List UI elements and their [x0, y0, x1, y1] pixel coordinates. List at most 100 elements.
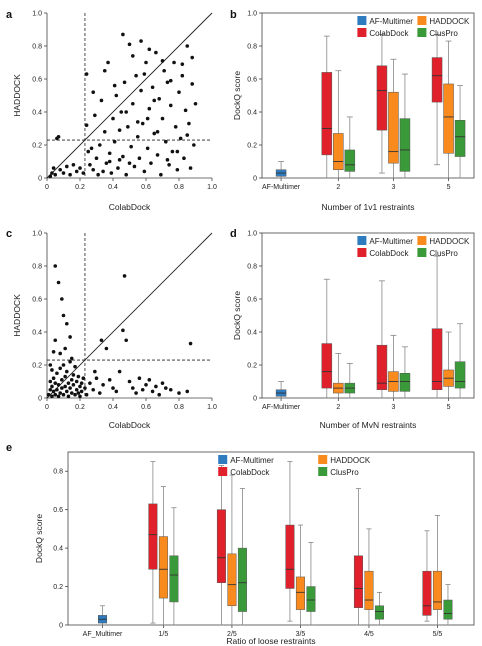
x-tick-label: 5/5 — [433, 631, 443, 638]
y-tick-label: 0.8 — [53, 469, 63, 476]
scatter-point — [84, 392, 89, 397]
scatter-point — [178, 136, 183, 141]
scatter-point — [60, 297, 64, 301]
scatter-point — [61, 171, 66, 175]
scatter-point — [135, 134, 140, 139]
scatter-point — [56, 134, 61, 139]
scatter-point — [124, 172, 128, 177]
panel-label-d: d — [230, 228, 237, 240]
box-cluspro — [454, 361, 466, 389]
scatter-point — [58, 366, 62, 371]
y-tick-label: 1.0 — [247, 11, 257, 18]
y-tick-label: 0.4 — [247, 110, 257, 117]
scatter-point — [48, 387, 53, 392]
scatter-point — [139, 39, 143, 43]
scatter-point — [152, 98, 157, 103]
scatter-point — [50, 384, 54, 389]
scatter-point — [170, 149, 175, 154]
scatter-point — [55, 371, 59, 376]
scatter-point — [91, 167, 95, 172]
scatter-point — [145, 116, 150, 121]
scatter-point — [145, 146, 150, 151]
box-cluspro — [399, 373, 411, 392]
scatter-point — [168, 103, 173, 108]
scatter-point — [58, 391, 62, 395]
x-tick-label: 0.6 — [141, 184, 151, 191]
x-tick-label: 0.4 — [108, 404, 118, 411]
panel-label-a: a — [6, 9, 13, 21]
scatter-point — [134, 391, 138, 395]
scatter-point — [122, 80, 127, 85]
scatter-point — [180, 73, 185, 78]
scatter-point — [69, 356, 74, 361]
y-tick-label: 0 — [38, 396, 42, 403]
scatter-point — [126, 125, 130, 129]
legend-swatch-haddock — [318, 455, 328, 464]
scatter-point — [132, 164, 137, 169]
scatter-point — [102, 68, 107, 73]
scatter-point — [137, 376, 142, 381]
scatter-point — [91, 387, 95, 392]
y-axis-label: DockQ score — [232, 71, 242, 120]
scatter-point — [117, 369, 122, 374]
scatter-point — [131, 101, 135, 106]
scatter-point — [173, 125, 178, 129]
scatter-point — [101, 169, 105, 174]
x-tick-label: 3 — [391, 404, 395, 411]
scatter-point — [99, 338, 104, 343]
box-colabdock — [422, 570, 432, 616]
scatter-point — [102, 130, 107, 134]
scatter-point — [63, 346, 67, 351]
y-axis-label: DockQ score — [232, 291, 242, 340]
scatter-point — [107, 151, 112, 156]
diagonal-line — [46, 232, 213, 399]
y-tick-label: 0.4 — [53, 546, 63, 553]
scatter-point — [98, 391, 102, 395]
scatter-point — [69, 378, 74, 382]
x-axis-label: Ratio of loose restraints — [226, 636, 315, 646]
scatter-point — [160, 381, 165, 385]
scatter-point — [46, 392, 51, 397]
y-tick-label: 0.8 — [32, 264, 42, 271]
scatter-point — [99, 98, 104, 103]
scatter-point — [135, 120, 140, 124]
scatter-point — [175, 149, 180, 154]
x-tick-label: 1/5 — [159, 631, 169, 638]
scatter-point — [172, 60, 176, 65]
scatter-point — [56, 280, 61, 285]
scatter-point — [121, 328, 125, 333]
scatter-point — [53, 264, 58, 268]
x-tick-label: 5 — [447, 184, 451, 191]
scatter-point — [73, 364, 77, 369]
scatter-point — [84, 72, 89, 76]
legend-label: HADDOCK — [429, 237, 470, 246]
scatter-point — [167, 163, 171, 167]
scatter-point — [83, 386, 87, 390]
scatter-point — [117, 158, 122, 162]
scatter-point — [101, 383, 105, 387]
scatter-point — [65, 369, 69, 374]
legend-label: HADDOCK — [429, 17, 470, 26]
scatter-point — [69, 391, 74, 395]
scatter-point — [112, 139, 117, 144]
legend-swatch-haddock — [417, 236, 427, 245]
scatter-point — [96, 172, 100, 177]
scatter-point — [55, 387, 59, 392]
box-colabdock — [376, 65, 388, 131]
scatter-point — [116, 166, 120, 170]
scatter-point — [65, 321, 69, 326]
scatter-point — [185, 389, 190, 394]
scatter-point — [150, 85, 155, 90]
scatter-point — [164, 386, 168, 390]
scatter-point — [88, 381, 92, 385]
scatter-point — [79, 389, 84, 394]
y-tick-label: 0.4 — [247, 330, 257, 337]
scatter-point — [131, 386, 135, 390]
scatter-point — [53, 392, 58, 397]
legend-label: ColabDock — [369, 29, 409, 38]
y-axis-label: DockQ score — [34, 514, 44, 563]
scatter-point — [144, 383, 148, 387]
legend-label: AF-Multimer — [230, 456, 274, 465]
scatter-point — [61, 392, 66, 397]
y-tick-label: 0.8 — [247, 44, 257, 51]
